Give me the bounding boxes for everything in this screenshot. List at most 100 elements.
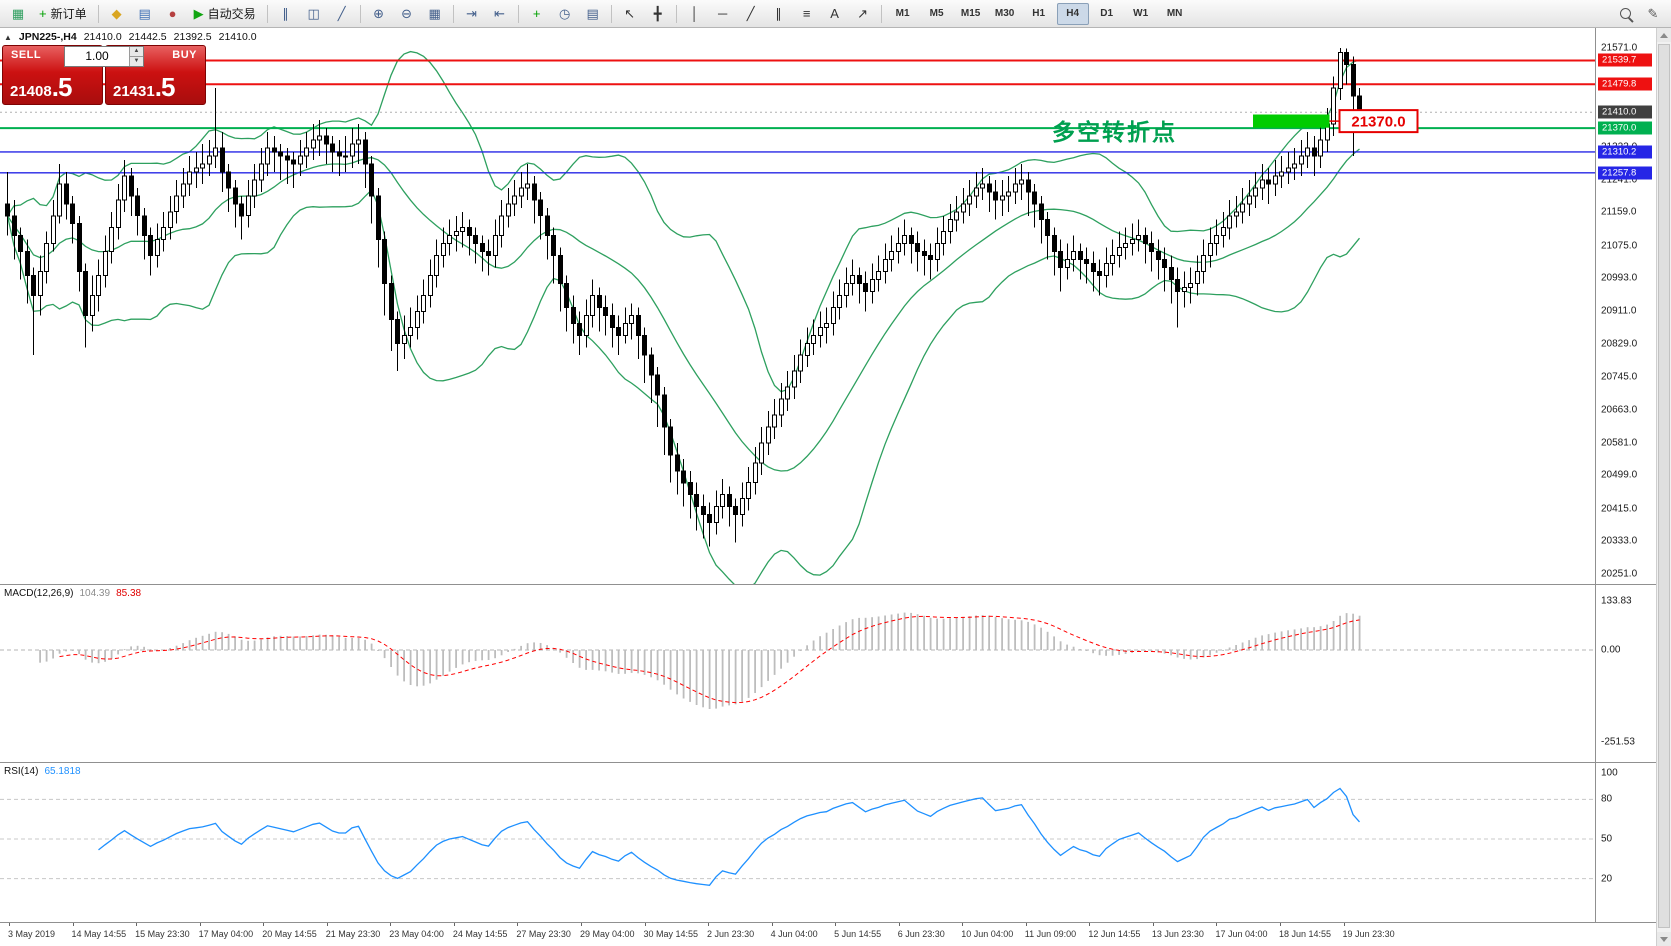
vertical-scrollbar[interactable]: [1656, 28, 1671, 946]
zoom-out-icon[interactable]: ⊖: [393, 2, 421, 26]
time-axis-tick: [771, 923, 773, 926]
sell-button[interactable]: SELL 21408.5: [2, 45, 103, 105]
bar-chart-icon[interactable]: ∥: [272, 2, 300, 26]
crosshair-icon[interactable]: ╋: [644, 2, 672, 26]
time-axis-tick: [517, 923, 519, 926]
arrows-icon: ↗: [857, 6, 869, 21]
toolbar-button-label: 自动交易: [207, 7, 256, 21]
scroll-down-icon: [1660, 936, 1668, 942]
app-chart-icon[interactable]: ▦: [4, 2, 32, 26]
volume-input[interactable]: 1.00 ▲ ▼: [64, 46, 144, 67]
time-axis[interactable]: 3 May 2019 14 May 14:55 15 May 23:30 17 May…: [0, 922, 1656, 946]
fibonacci-icon[interactable]: ≡: [793, 2, 821, 26]
time-label: 4 Jun 04:00: [770, 929, 818, 939]
ohlc-close: 21410.0: [218, 31, 257, 43]
timeframe-m30[interactable]: M30: [994, 8, 1015, 19]
tile-windows-icon[interactable]: ▦: [421, 2, 449, 26]
time-axis-tick: [644, 923, 646, 926]
time-axis-tick: [263, 923, 265, 926]
time-label: 11 Jun 09:00: [1024, 929, 1077, 939]
time-label: 30 May 14:55: [643, 929, 699, 939]
timeframe-m5[interactable]: M5: [929, 8, 944, 19]
indicators-icon[interactable]: +: [523, 2, 551, 26]
new-order-button[interactable]: + 新订单: [32, 2, 94, 26]
templates-icon[interactable]: ▤: [579, 2, 607, 26]
time-label: 20 May 14:55: [262, 929, 317, 939]
time-axis-tick: [898, 923, 900, 926]
market-watch-icon[interactable]: ◆: [103, 2, 131, 26]
time-label: 12 Jun 14:55: [1088, 929, 1141, 939]
search-icon[interactable]: [1611, 2, 1639, 26]
templates-icon: ▤: [586, 6, 599, 21]
price-badge: 21310.2: [1598, 145, 1652, 159]
rsi-value: 65.1818: [44, 766, 81, 777]
arrows-icon[interactable]: ↗: [849, 2, 877, 26]
scroll-down-button[interactable]: [1657, 932, 1671, 946]
timeframe-h4[interactable]: H4: [1056, 2, 1089, 25]
timeframe-h1[interactable]: H1: [1032, 8, 1046, 19]
time-label: 3 May 2019: [8, 929, 56, 939]
buy-price-prefix: 21431: [113, 83, 155, 100]
time-label: 10 Jun 04:00: [961, 929, 1014, 939]
timeframe-mn[interactable]: MN: [1166, 8, 1183, 19]
toolbar: ▦ + 新订单 ◆ ▤ ● ▶ 自动交易 ∥ ◫ ╱ ⊕ ⊖ ▦ ⇥ ⇤ + ◷ ▤ ↖ ╋ │ ─ ╱ ∥ ≡ A ↗ M1 M5 M15…: [0, 0, 1671, 28]
periods-icon[interactable]: ◷: [551, 2, 579, 26]
time-axis-tick: [708, 923, 710, 926]
fibonacci-icon: ≡: [802, 6, 811, 21]
time-axis-tick: [72, 923, 74, 926]
scrollbar-thumb[interactable]: [1658, 44, 1670, 928]
chart-shift-icon[interactable]: ⇤: [486, 2, 514, 26]
one-click-collapse-icon[interactable]: ▲: [4, 32, 12, 42]
candlestick-chart-icon[interactable]: ◫: [300, 2, 328, 26]
terminal-icon[interactable]: ●: [159, 2, 187, 26]
time-label: 14 May 14:55: [71, 929, 127, 939]
timeframe-w1[interactable]: W1: [1133, 8, 1149, 19]
macd-scale[interactable]: 133.83 0.00 -251.53: [1595, 585, 1656, 762]
timeframe-d1[interactable]: D1: [1100, 8, 1114, 19]
app-chart-icon: ▦: [11, 6, 25, 21]
price-tick: 20499.0: [1601, 469, 1638, 481]
volume-up-icon[interactable]: ▲: [130, 47, 143, 56]
highlight-rectangle[interactable]: [1253, 114, 1330, 128]
edit-icon[interactable]: ✎: [1639, 2, 1667, 26]
edit-icon: ✎: [1647, 6, 1659, 21]
auto-scroll-icon[interactable]: ⇥: [458, 2, 486, 26]
autotrading-button[interactable]: ▶ 自动交易: [187, 2, 263, 26]
price-callout-box[interactable]: [1338, 109, 1419, 134]
time-label: 29 May 04:00: [579, 929, 635, 939]
main-chart[interactable]: 21370.0 多空转折点: [0, 28, 1596, 584]
volume-down-icon[interactable]: ▼: [130, 56, 143, 66]
channel-icon: ∥: [775, 6, 782, 21]
vertical-line-icon[interactable]: │: [681, 2, 709, 26]
crosshair-icon: ╋: [653, 6, 662, 21]
price-scale[interactable]: 21571.021323.021241.021159.021075.020993…: [1595, 28, 1656, 584]
trendline-icon[interactable]: ╱: [737, 2, 765, 26]
line-chart-icon[interactable]: ╱: [328, 2, 356, 26]
chart-note-text: 多空转折点: [1052, 119, 1177, 145]
rsi-name: RSI(14): [4, 766, 39, 777]
rsi-chart[interactable]: [0, 763, 1596, 922]
buy-price-big: .5: [154, 72, 176, 102]
timeframe-m15[interactable]: M15: [960, 8, 981, 19]
zoom-in-icon[interactable]: ⊕: [365, 2, 393, 26]
time-axis-tick: [1343, 923, 1345, 926]
rsi-scale[interactable]: 100 80 50 20: [1595, 763, 1656, 922]
ohlc-high: 21442.5: [128, 31, 167, 43]
horizontal-line-icon[interactable]: ─: [709, 2, 737, 26]
rsi-scale-tick: 50: [1601, 833, 1613, 845]
macd-chart[interactable]: [0, 585, 1596, 762]
scroll-up-button[interactable]: [1657, 28, 1671, 42]
data-window-icon[interactable]: ▤: [131, 2, 159, 26]
price-tick: 20663.0: [1601, 404, 1638, 416]
text-icon: A: [830, 6, 839, 21]
volume-value[interactable]: 1.00: [85, 49, 109, 63]
toolbar-separator: [610, 4, 612, 23]
macd-label: MACD(12,26,9) 104.39 85.38: [4, 588, 141, 599]
macd-scale-tick: 0.00: [1601, 644, 1621, 656]
cursor-icon[interactable]: ↖: [616, 2, 644, 26]
time-axis-tick: [9, 923, 10, 926]
channel-icon[interactable]: ∥: [765, 2, 793, 26]
sell-price: 21408.5: [10, 72, 72, 103]
text-icon[interactable]: A: [821, 2, 849, 26]
timeframe-m1[interactable]: M1: [895, 8, 910, 19]
